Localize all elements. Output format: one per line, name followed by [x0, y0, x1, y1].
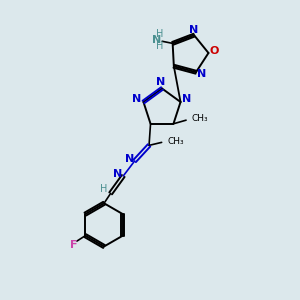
Text: H: H: [156, 29, 164, 39]
Text: N: N: [189, 25, 199, 35]
Text: N: N: [182, 94, 191, 104]
Text: N: N: [124, 154, 134, 164]
Text: N: N: [157, 77, 166, 88]
Text: CH₃: CH₃: [191, 114, 208, 123]
Text: F: F: [70, 240, 77, 250]
Text: O: O: [210, 46, 219, 56]
Text: CH₃: CH₃: [168, 137, 184, 146]
Text: N: N: [152, 35, 161, 45]
Text: N: N: [132, 94, 142, 104]
Text: N: N: [197, 69, 207, 79]
Text: H: H: [100, 184, 108, 194]
Text: N: N: [112, 169, 122, 179]
Text: H: H: [156, 41, 164, 51]
